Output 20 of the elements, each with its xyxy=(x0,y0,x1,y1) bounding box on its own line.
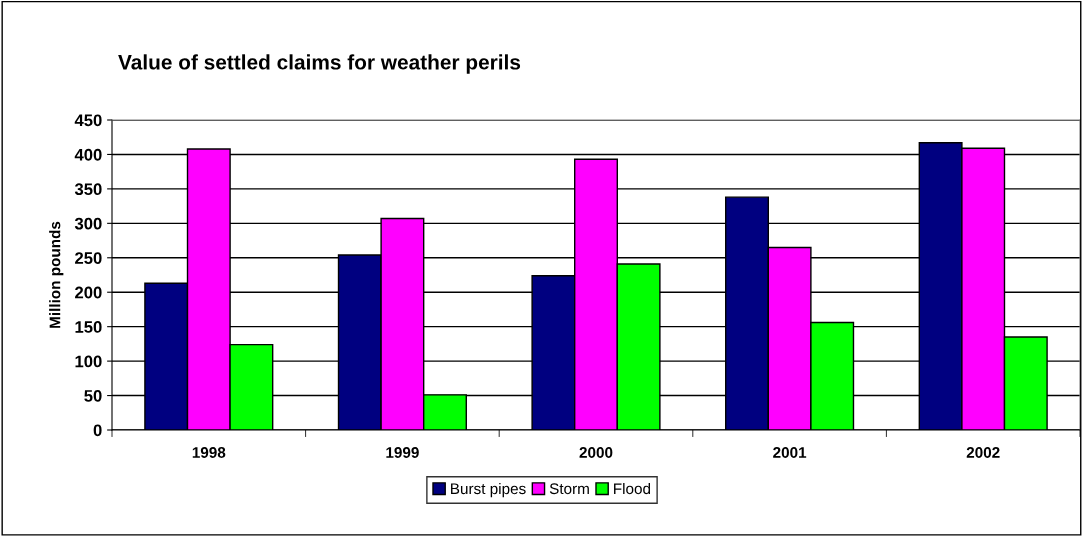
x-tick-label: 1998 xyxy=(192,447,226,458)
x-tick-label: 1999 xyxy=(386,447,419,458)
y-tick-label: 300 xyxy=(74,217,102,230)
y-tick-label: 0 xyxy=(93,424,102,437)
legend-label: Burst pipes xyxy=(451,482,526,498)
legend-label: Flood xyxy=(614,482,651,495)
y-tick-label: 400 xyxy=(74,148,102,161)
y-tick-label: 450 xyxy=(74,114,102,127)
y-tick-label: 150 xyxy=(75,321,102,333)
y-axis-title: Million pounds xyxy=(49,221,64,328)
y-tick-label: 250 xyxy=(75,252,102,264)
x-tick-label: 2000 xyxy=(579,447,613,458)
x-tick-label: 2001 xyxy=(773,447,807,458)
y-tick-label: 350 xyxy=(74,183,102,196)
y-tick-label: 200 xyxy=(75,286,102,299)
y-tick-label: 50 xyxy=(84,389,102,402)
y-tick-label: 100 xyxy=(75,355,102,368)
legend-label: Storm xyxy=(549,483,589,495)
chart-title: Value of settled claims for weather perils xyxy=(118,54,521,74)
x-tick-label: 2002 xyxy=(966,447,1000,458)
